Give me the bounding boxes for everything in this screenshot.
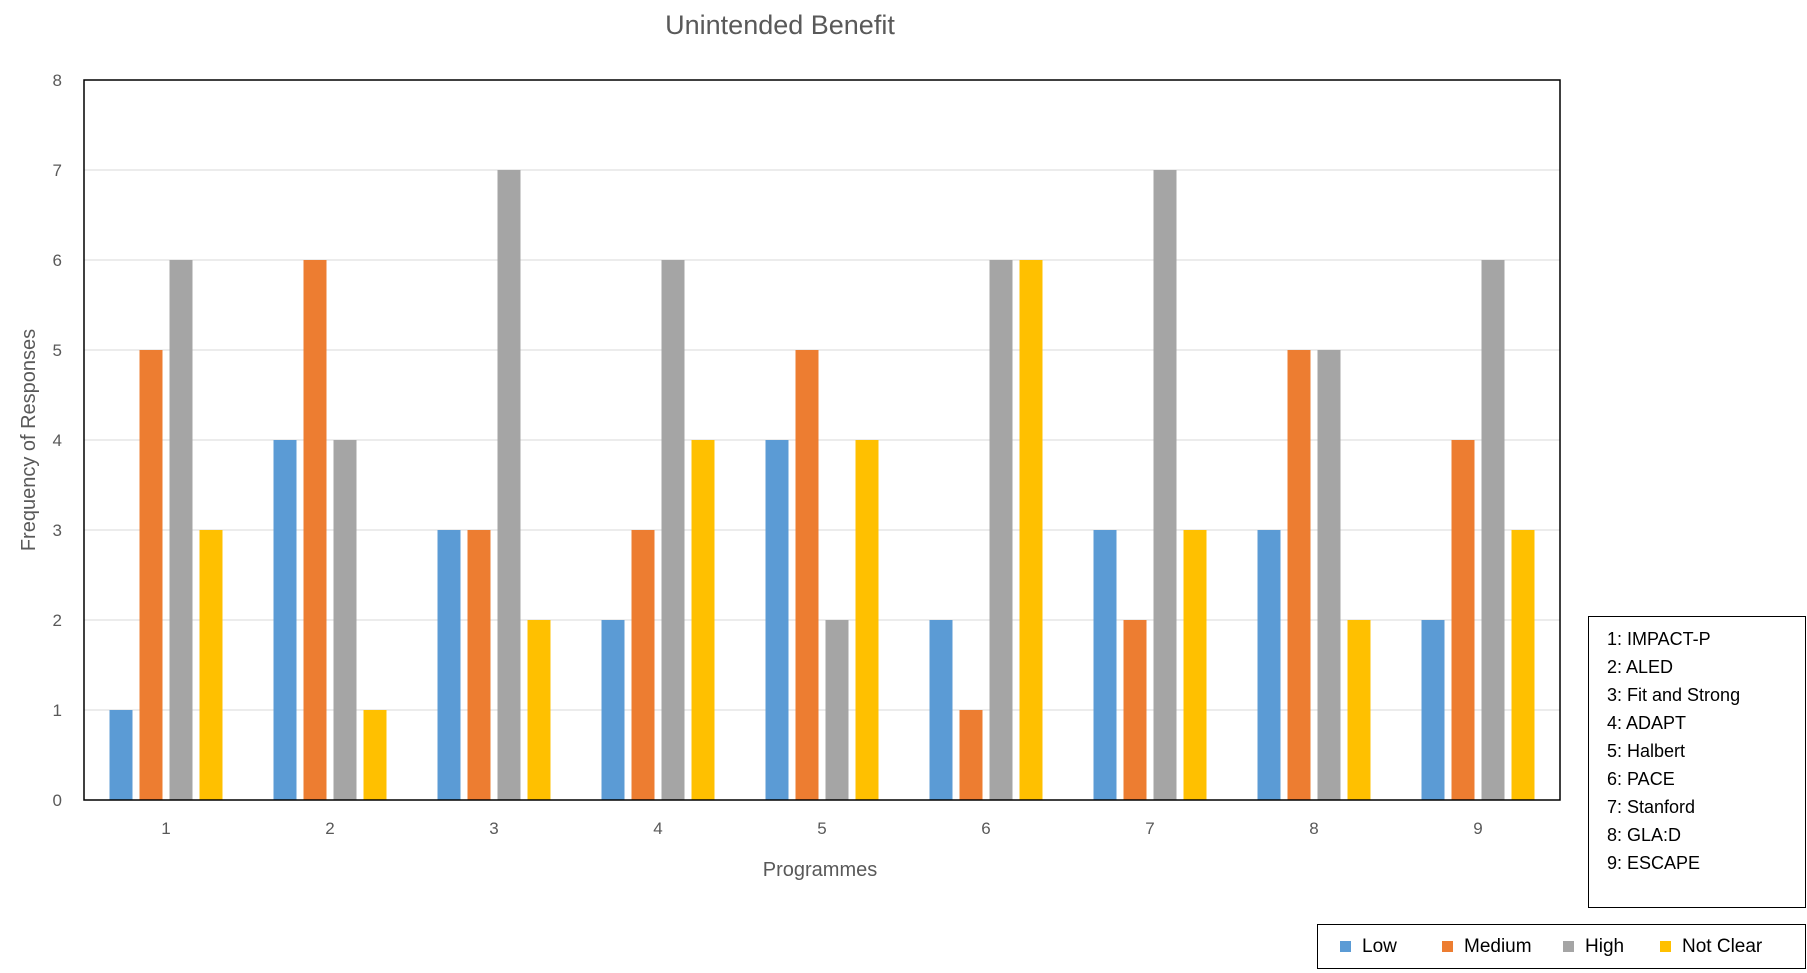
y-tick-label: 8: [53, 71, 62, 90]
bar-medium-5: [795, 350, 819, 800]
y-tick-label: 0: [53, 791, 62, 810]
programme-key-item: 6: PACE: [1607, 769, 1675, 789]
bar-high-2: [333, 440, 357, 800]
x-tick-label: 6: [981, 819, 990, 838]
y-tick-label: 3: [53, 521, 62, 540]
y-tick-label: 4: [53, 431, 62, 450]
bar-low-7: [1093, 530, 1117, 800]
bar-high-9: [1481, 260, 1505, 800]
x-tick-label: 7: [1145, 819, 1154, 838]
programme-key-item: 4: ADAPT: [1607, 713, 1687, 733]
y-tick-label: 1: [53, 701, 62, 720]
bar-not-clear-4: [691, 440, 715, 800]
bar-medium-2: [303, 260, 327, 800]
bar-high-3: [497, 170, 521, 800]
bar-not-clear-1: [199, 530, 223, 800]
programme-key-item: 8: GLA:D: [1607, 825, 1682, 845]
bar-low-8: [1257, 530, 1281, 800]
legend-swatch: [1340, 941, 1351, 952]
bar-medium-7: [1123, 620, 1147, 800]
bar-medium-6: [959, 710, 983, 800]
chart-title: Unintended Benefit: [665, 10, 895, 40]
bar-low-3: [437, 530, 461, 800]
bar-high-1: [169, 260, 193, 800]
bar-low-2: [273, 440, 297, 800]
legend-label: Medium: [1464, 935, 1532, 957]
programme-key-item: 3: Fit and Strong: [1607, 685, 1741, 705]
y-tick-label: 6: [53, 251, 62, 270]
y-tick-label: 5: [53, 341, 62, 360]
x-tick-label: 3: [489, 819, 498, 838]
bar-not-clear-3: [527, 620, 551, 800]
programme-key-item: 7: Stanford: [1607, 797, 1696, 817]
y-axis-title: Frequency of Responses: [18, 329, 40, 551]
legend-swatch: [1442, 941, 1453, 952]
bar-low-6: [929, 620, 953, 800]
bar-not-clear-2: [363, 710, 387, 800]
programme-key-item: 2: ALED: [1607, 657, 1674, 677]
x-tick-label: 1: [161, 819, 170, 838]
legend-label: Low: [1362, 935, 1397, 957]
legend-item-medium: Medium: [1442, 925, 1532, 968]
programme-key-item: 1: IMPACT-P: [1607, 629, 1711, 649]
bar-not-clear-9: [1511, 530, 1535, 800]
y-axis-ticks: 0 1 2 3 4 5 6 7 8: [53, 71, 62, 810]
bar-medium-9: [1451, 440, 1475, 800]
programme-key-item: 5: Halbert: [1607, 741, 1686, 761]
y-tick-label: 7: [53, 161, 62, 180]
x-tick-label: 5: [817, 819, 826, 838]
y-tick-label: 2: [53, 611, 62, 630]
x-axis-title: Programmes: [763, 859, 877, 881]
x-tick-label: 9: [1473, 819, 1482, 838]
bar-medium-8: [1287, 350, 1311, 800]
bar-high-5: [825, 620, 849, 800]
legend: Low Medium High Not Clear: [1317, 924, 1806, 969]
x-tick-label: 4: [653, 819, 662, 838]
bar-not-clear-7: [1183, 530, 1207, 800]
legend-item-high: High: [1563, 925, 1624, 968]
bar-low-4: [601, 620, 625, 800]
bar-medium-3: [467, 530, 491, 800]
bars-layer: [109, 170, 1535, 800]
x-tick-label: 8: [1309, 819, 1318, 838]
bar-high-8: [1317, 350, 1341, 800]
bar-not-clear-8: [1347, 620, 1371, 800]
x-axis-ticks: 1 2 3 4 5 6 7 8 9: [161, 819, 1482, 838]
bar-low-5: [765, 440, 789, 800]
bar-high-7: [1153, 170, 1177, 800]
legend-label: High: [1585, 935, 1625, 957]
legend-swatch: [1660, 941, 1671, 952]
bar-medium-4: [631, 530, 655, 800]
plot-area-border: [83, 79, 1561, 801]
programme-key-item: 9: ESCAPE: [1607, 853, 1701, 873]
legend-label: Not Clear: [1682, 935, 1763, 957]
bar-not-clear-6: [1019, 260, 1043, 800]
programme-key: 1: IMPACT-P 2: ALED 3: Fit and Strong 4: AD…: [1588, 616, 1806, 908]
bar-high-6: [989, 260, 1013, 800]
legend-swatch: [1563, 941, 1574, 952]
legend-item-low: Low: [1340, 925, 1397, 968]
bar-low-1: [109, 710, 133, 800]
bar-medium-1: [139, 350, 163, 800]
bar-low-9: [1421, 620, 1445, 800]
bar-not-clear-5: [855, 440, 879, 800]
bar-high-4: [661, 260, 685, 800]
x-tick-label: 2: [325, 819, 334, 838]
legend-item-not-clear: Not Clear: [1660, 925, 1762, 968]
